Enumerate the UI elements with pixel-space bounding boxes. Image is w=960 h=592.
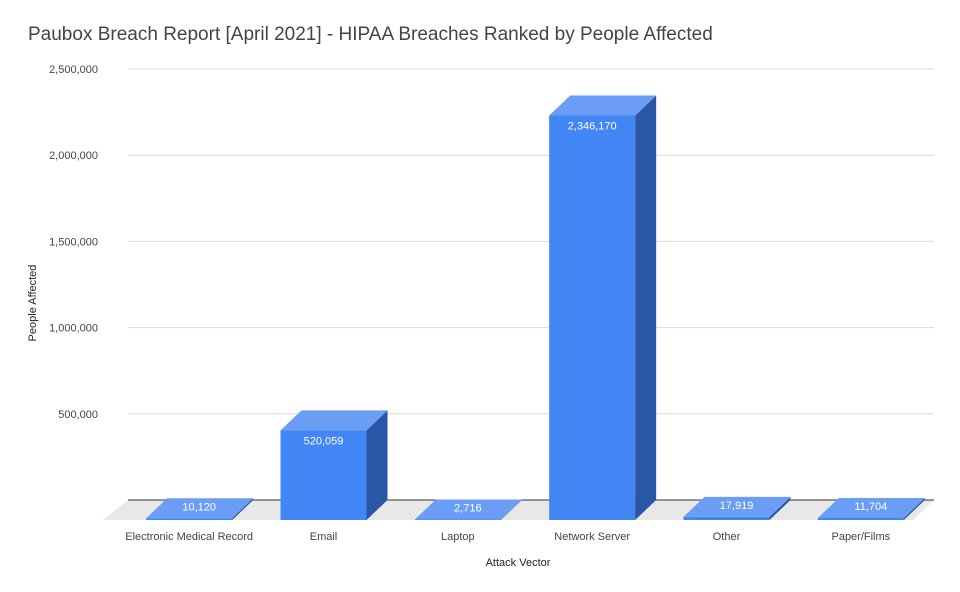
bar <box>817 517 904 520</box>
data-label: 2,346,170 <box>568 121 617 133</box>
data-label: 17,919 <box>720 500 754 512</box>
x-tick-label: Electronic Medical Record <box>125 531 253 543</box>
data-label: 2,716 <box>454 503 482 515</box>
bar-side <box>366 410 388 520</box>
y-tick-label: 2,500,000 <box>49 64 98 76</box>
bar-top <box>549 95 657 116</box>
data-label: 11,704 <box>854 501 887 513</box>
x-tick-label: Paper/Films <box>831 531 890 543</box>
bar <box>549 115 636 520</box>
bar-top <box>683 496 791 517</box>
x-tick-label: Email <box>310 531 338 543</box>
data-label: 520,059 <box>304 435 344 447</box>
x-axis-title: Attack Vector <box>486 557 551 569</box>
y-tick-label: 2,000,000 <box>49 150 98 162</box>
bar-top <box>280 410 388 431</box>
x-tick-label: Laptop <box>441 531 475 543</box>
data-label: 10,120 <box>182 501 216 513</box>
bar-top <box>414 499 522 520</box>
bar-top <box>146 498 254 519</box>
x-tick-label: Network Server <box>554 531 630 543</box>
bar-side <box>769 496 791 520</box>
y-tick-label: 500,000 <box>58 409 98 421</box>
y-axis-title: People Affected <box>27 265 39 342</box>
bar-top <box>817 497 925 518</box>
bar <box>280 430 367 520</box>
bar-side <box>500 499 522 520</box>
x-tick-label: Other <box>713 531 741 543</box>
bar-side <box>232 498 254 520</box>
y-tick-label: 1,500,000 <box>49 236 98 248</box>
chart-title: Paubox Breach Report [April 2021] - HIPA… <box>28 24 713 45</box>
bar <box>683 516 770 520</box>
y-tick-label: 1,000,000 <box>49 323 98 335</box>
bar-side <box>635 95 657 520</box>
bar-side <box>903 497 925 520</box>
bar <box>146 518 233 520</box>
